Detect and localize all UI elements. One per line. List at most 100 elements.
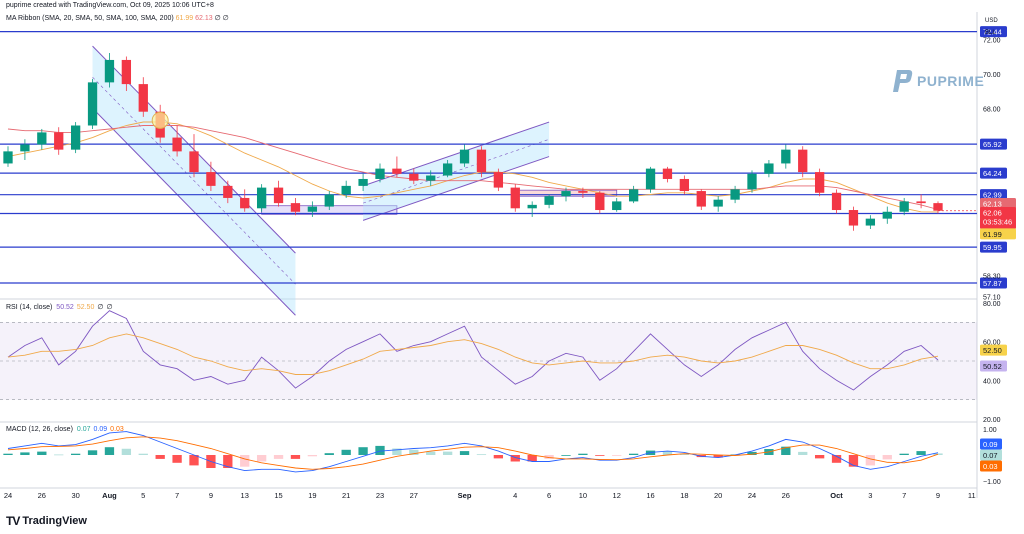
- candle[interactable]: [121, 56, 132, 92]
- candle[interactable]: [916, 194, 926, 209]
- candle[interactable]: [814, 168, 825, 197]
- candle[interactable]: [375, 163, 385, 183]
- candle[interactable]: [87, 78, 98, 129]
- candle-body: [510, 187, 520, 209]
- candle[interactable]: [848, 206, 859, 231]
- candle[interactable]: [172, 125, 182, 157]
- time-tick: 6: [547, 491, 551, 500]
- level-badge-57.87[interactable]: [980, 277, 1007, 289]
- descending-channel-mid: [92, 76, 296, 285]
- candle[interactable]: [273, 180, 284, 207]
- candle[interactable]: [240, 189, 250, 212]
- candle[interactable]: [544, 194, 554, 209]
- candle[interactable]: [679, 175, 690, 195]
- candle-body: [781, 149, 791, 164]
- candle-body: [54, 132, 64, 150]
- unit-label[interactable]: BLL: [985, 30, 996, 36]
- candle-body: [459, 149, 470, 164]
- candle-body: [713, 199, 723, 207]
- candle[interactable]: [290, 197, 301, 216]
- time-tick: 9: [209, 491, 213, 500]
- candle[interactable]: [933, 201, 943, 214]
- candle[interactable]: [628, 185, 639, 204]
- candle[interactable]: [341, 180, 351, 198]
- candle-body: [375, 168, 385, 179]
- time-tick: Oct: [830, 491, 843, 500]
- candle[interactable]: [20, 139, 30, 160]
- macd-histogram-bar: [155, 455, 165, 459]
- candle[interactable]: [409, 168, 419, 185]
- ma50-price-label: 62.13: [983, 199, 1002, 208]
- candle[interactable]: [510, 184, 520, 212]
- candle[interactable]: [578, 187, 588, 198]
- time-tick: 21: [342, 491, 350, 500]
- candle[interactable]: [324, 191, 334, 211]
- time-tick: 27: [410, 491, 418, 500]
- candle[interactable]: [3, 146, 13, 167]
- rsi-badge[interactable]: [980, 360, 1007, 372]
- level-badge-72.44[interactable]: [980, 26, 1007, 38]
- candle-body: [679, 178, 690, 192]
- candle[interactable]: [747, 170, 757, 193]
- candle[interactable]: [645, 166, 656, 193]
- ma-ribbon-legend[interactable]: MA Ribbon (SMA, 20, SMA, 50, SMA, 100, S…: [6, 15, 229, 22]
- candle[interactable]: [459, 144, 470, 167]
- candle[interactable]: [426, 170, 436, 186]
- price-tick: 70.00: [983, 72, 1001, 79]
- macd-badge[interactable]: [980, 449, 1002, 461]
- ascending-channel-lower[interactable]: [362, 156, 550, 221]
- candle[interactable]: [392, 156, 402, 178]
- candle[interactable]: [189, 134, 199, 178]
- candle[interactable]: [476, 146, 487, 178]
- candle[interactable]: [493, 168, 504, 192]
- candle-body: [392, 168, 402, 174]
- plot-area[interactable]: [0, 12, 977, 498]
- candle[interactable]: [442, 160, 453, 178]
- descending-channel-lower[interactable]: [92, 107, 296, 316]
- macd-badge[interactable]: [980, 438, 1002, 450]
- candle[interactable]: [358, 173, 368, 192]
- macd-histogram-bar: [459, 451, 470, 455]
- last-price-badge[interactable]: [980, 206, 1016, 229]
- macd-histogram-bar: [3, 453, 13, 455]
- candle[interactable]: [612, 197, 622, 212]
- candle[interactable]: [713, 196, 723, 212]
- candle[interactable]: [138, 77, 148, 117]
- candle[interactable]: [764, 160, 774, 178]
- candle[interactable]: [865, 215, 876, 229]
- ma50-price-badge[interactable]: [980, 197, 1016, 209]
- candle[interactable]: [223, 180, 233, 204]
- horizontal-levels[interactable]: [0, 31, 977, 284]
- level-badge-59.95[interactable]: [980, 241, 1007, 253]
- currency-label[interactable]: USD: [985, 18, 998, 24]
- candle[interactable]: [37, 128, 47, 150]
- candle[interactable]: [781, 144, 791, 169]
- ma20-price-badge[interactable]: [980, 228, 1016, 240]
- candle[interactable]: [662, 166, 673, 183]
- tradingview-logo[interactable]: TV TradingView: [6, 514, 87, 528]
- candle[interactable]: [798, 146, 808, 178]
- candle[interactable]: [899, 197, 909, 216]
- macd-badge[interactable]: [980, 460, 1002, 472]
- candle[interactable]: [104, 53, 115, 88]
- rsi-badge[interactable]: [980, 344, 1007, 356]
- candle[interactable]: [831, 189, 842, 214]
- candle[interactable]: [527, 201, 537, 217]
- candle[interactable]: [696, 189, 706, 211]
- candle-body: [493, 172, 504, 188]
- candle[interactable]: [70, 122, 81, 154]
- time-tick: 24: [4, 491, 12, 500]
- ascending-channel-upper[interactable]: [362, 121, 550, 187]
- candle[interactable]: [206, 161, 216, 192]
- candle[interactable]: [307, 201, 318, 217]
- candle[interactable]: [595, 191, 605, 214]
- level-badge-64.24[interactable]: [980, 167, 1007, 179]
- candle[interactable]: [256, 184, 267, 212]
- candle[interactable]: [561, 187, 571, 202]
- level-badge-62.99[interactable]: [980, 189, 1007, 201]
- candle[interactable]: [54, 127, 64, 155]
- level-badge-65.92[interactable]: [980, 138, 1007, 150]
- candle[interactable]: [882, 206, 892, 224]
- candle[interactable]: [730, 185, 740, 204]
